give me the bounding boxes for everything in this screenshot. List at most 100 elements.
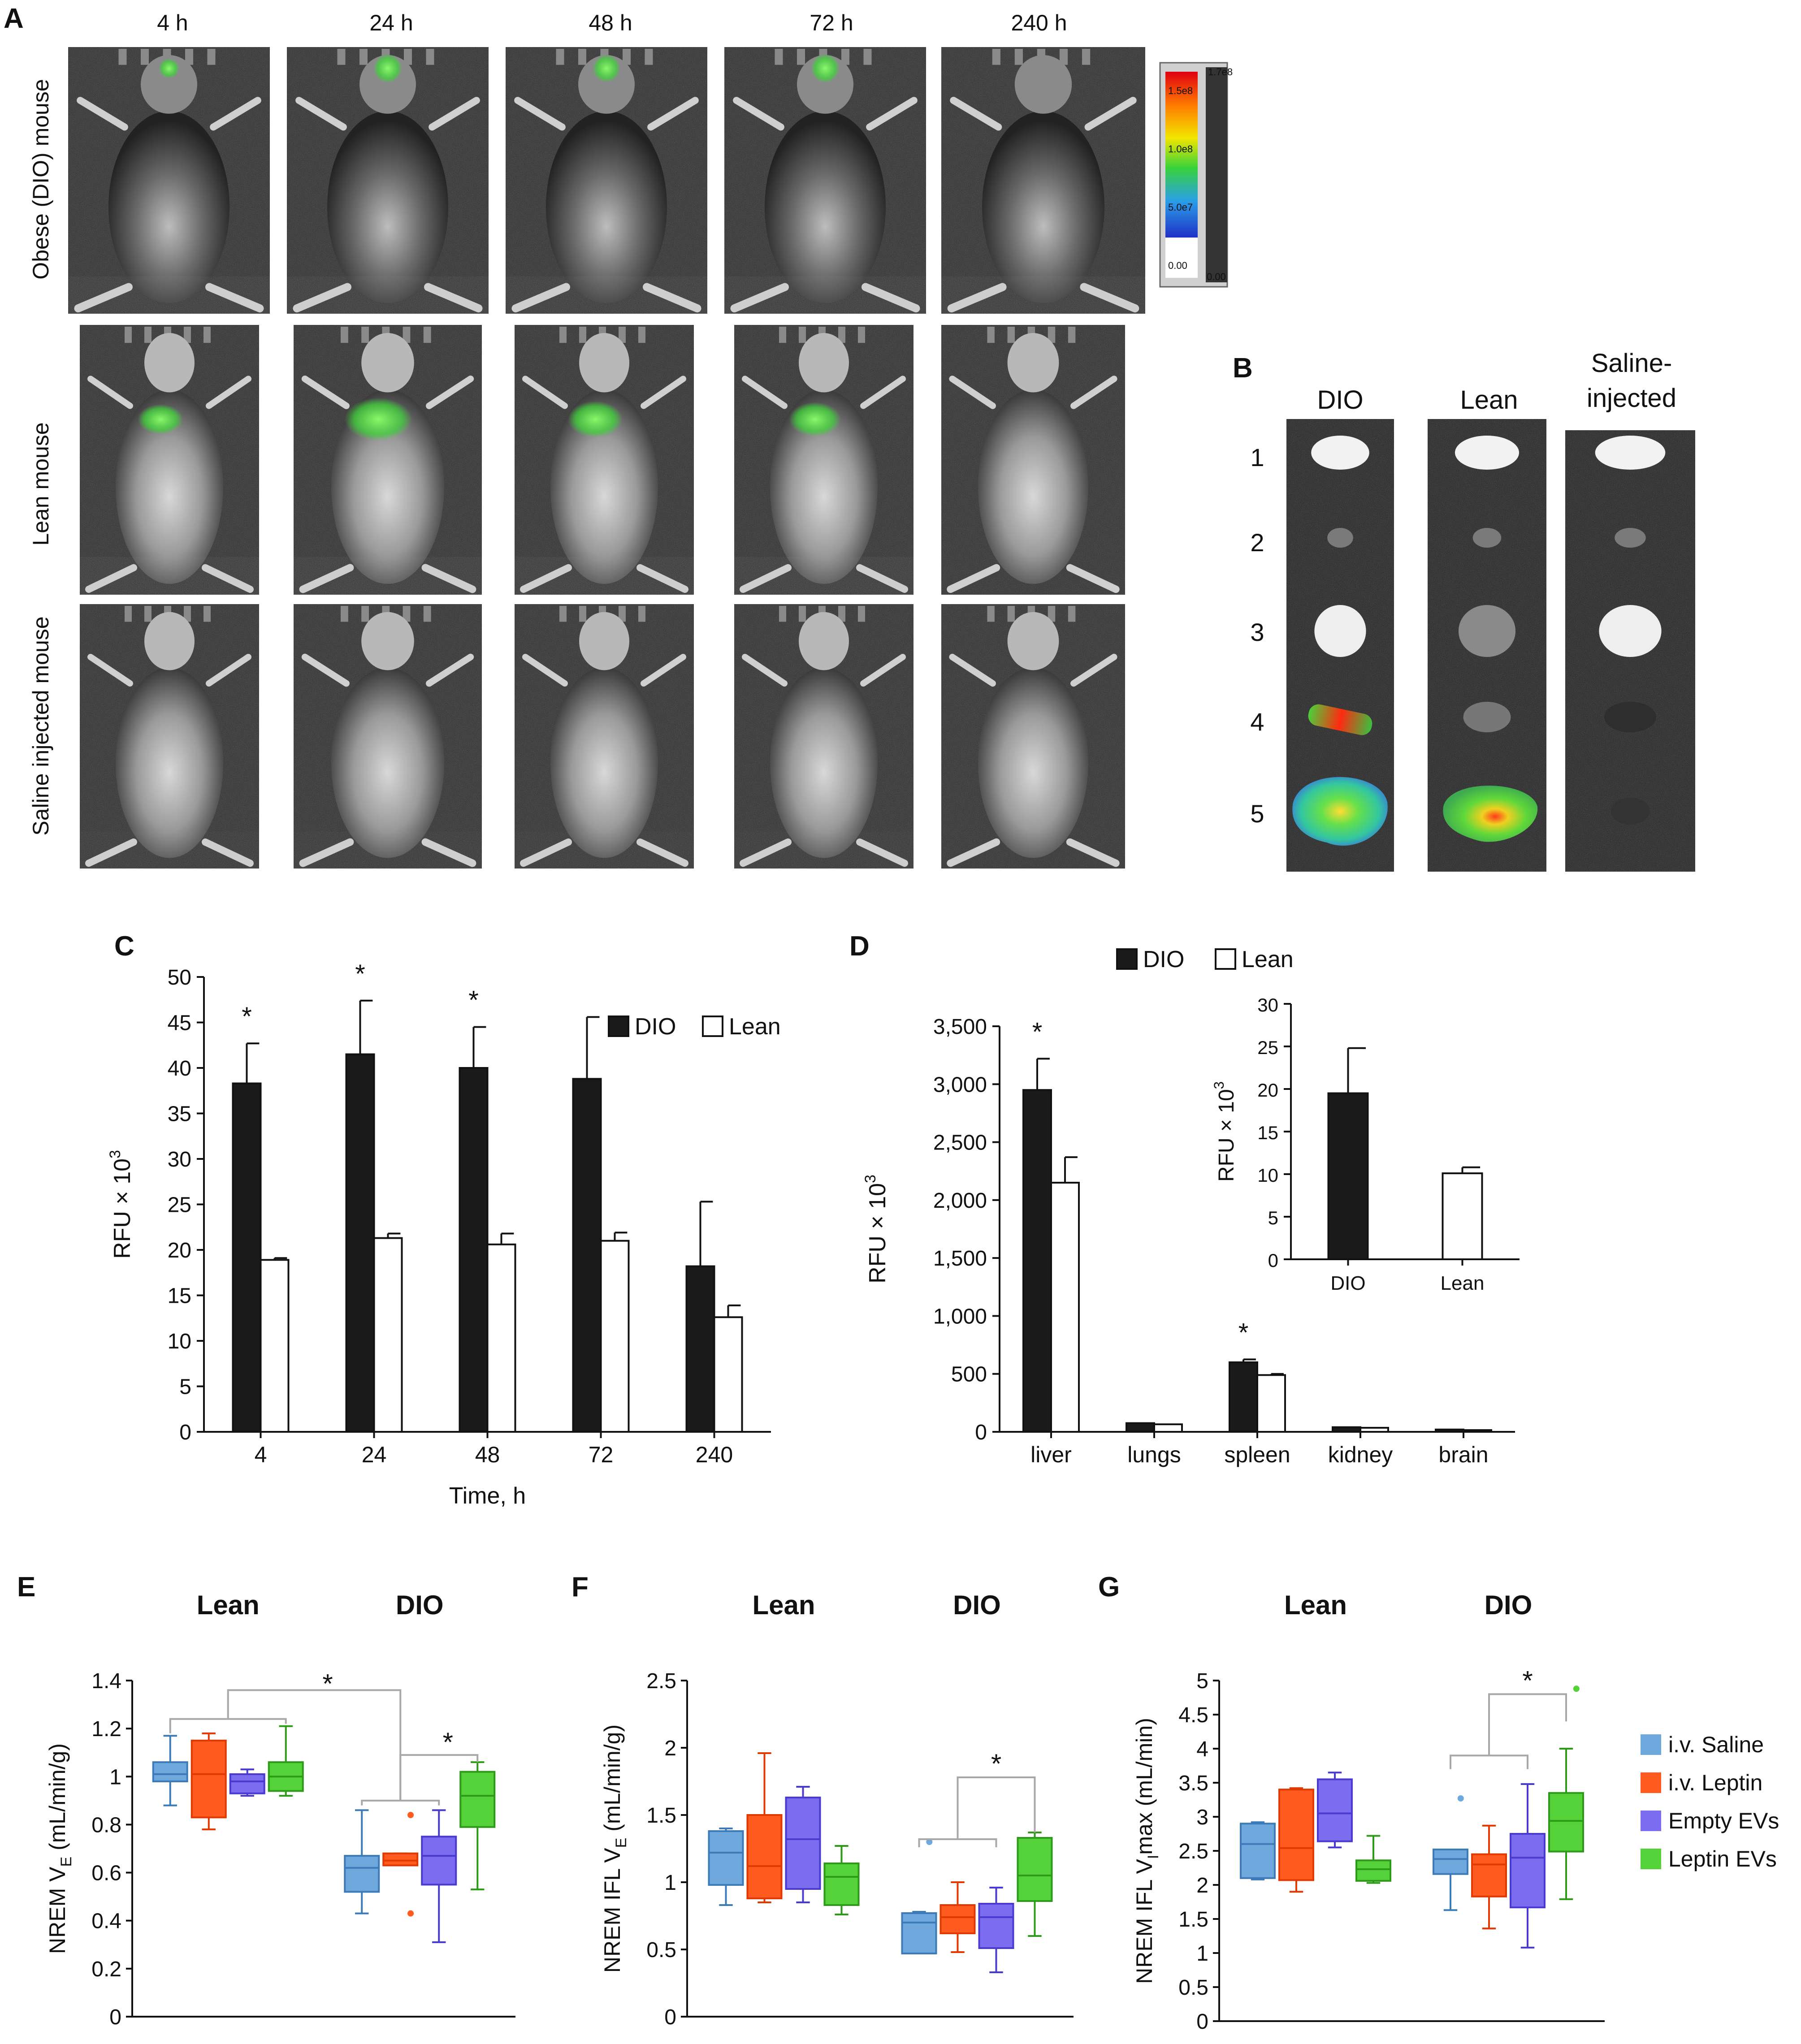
significance-bracket — [361, 1799, 440, 1806]
y-tick-label: 10 — [1257, 1165, 1278, 1186]
legend-swatch — [608, 1016, 629, 1037]
mouse-forelimb — [301, 653, 350, 687]
cage-bar — [838, 606, 845, 622]
mouse-image — [287, 47, 489, 314]
mouse-forelimb — [866, 97, 918, 131]
time-label: 4 h — [157, 10, 188, 35]
colorbar-label: 1.5e8 — [1168, 85, 1193, 96]
cage-bar — [185, 49, 193, 65]
y-axis-label: RFU × 103 — [1211, 1081, 1238, 1182]
box — [978, 1903, 1014, 1949]
mouse-image — [941, 604, 1125, 869]
significance-bracket — [399, 1754, 479, 1801]
legend-label: Leptin EVs — [1668, 1846, 1777, 1871]
y-tick-label: 15 — [1257, 1122, 1278, 1143]
box — [1017, 1837, 1053, 1902]
legend-label: DIO — [635, 1014, 676, 1040]
cage-bar — [1059, 49, 1068, 65]
mouse-forelimb — [1070, 653, 1117, 687]
mouse-image — [515, 325, 694, 595]
mouse-forelimb — [950, 97, 1002, 131]
y-tick-label: 2.5 — [646, 1669, 676, 1693]
organ-kidney — [1615, 528, 1646, 548]
cage-bar — [578, 49, 586, 65]
box — [421, 1836, 457, 1886]
box — [708, 1830, 744, 1886]
fluorescence-signal — [567, 401, 623, 438]
background-speckle — [734, 831, 913, 869]
background-speckle — [515, 557, 694, 595]
cage-bar — [797, 49, 805, 65]
y-axis-label: NREM VE (mL/min/g) — [45, 1743, 75, 1954]
panel-letter-d: D — [849, 931, 870, 962]
cage-bar — [623, 49, 631, 65]
cage-bar — [361, 606, 369, 622]
box — [1510, 1833, 1546, 1909]
y-axis-label-subscript: E — [58, 1857, 75, 1867]
legend-swatch — [1215, 948, 1236, 970]
y-tick-label: 3.5 — [1178, 1772, 1208, 1795]
background-speckle — [80, 557, 259, 595]
mouse-head — [361, 333, 414, 393]
y-tick-label: 2 — [664, 1737, 676, 1760]
panel-letter-f: F — [571, 1572, 589, 1603]
box — [785, 1797, 821, 1890]
organ-lungs — [1458, 605, 1516, 657]
cage-bar — [203, 327, 211, 343]
y-tick-label: 1 — [664, 1871, 676, 1895]
mouse-hindlimb — [1066, 838, 1120, 867]
mouse-forelimb — [641, 376, 686, 409]
box — [746, 1814, 783, 1899]
mouse-forelimb — [522, 654, 568, 687]
mouse-body — [978, 389, 1088, 584]
cage-bar — [1082, 49, 1091, 65]
x-tick-label: 24 — [362, 1442, 387, 1467]
panel-letter-b: B — [1233, 353, 1253, 384]
panel-b: B DIO Lean Saline-injected 1 2 3 4 5 — [1233, 349, 1695, 872]
row-label: Saline injected mouse — [28, 616, 53, 835]
cage-bar — [987, 327, 995, 343]
legend-label: Lean — [729, 1014, 781, 1040]
row-labels: Obese (DIO) mouse Lean mouse Saline inject… — [28, 79, 53, 835]
significance-marker: * — [322, 1668, 333, 1698]
colorbar-label: 5.0e7 — [1168, 202, 1193, 213]
y-tick-label: 40 — [168, 1057, 191, 1080]
significance-bracket — [1488, 1693, 1567, 1756]
y-axis-label-superscript: 3 — [1211, 1081, 1227, 1089]
y-tick-label: 0.4 — [91, 1910, 121, 1933]
cage-bar — [341, 606, 348, 622]
mouse-body — [770, 389, 878, 584]
cage-bar — [559, 606, 567, 622]
mouse-head — [141, 55, 197, 114]
fluorescence-signal — [810, 53, 840, 83]
chart-e: 0 0.2 0.4 0.6 0.8 1 1.2 1.4 Lean DIO * * NREM VE (mL… — [45, 1590, 515, 2029]
mouse-head — [578, 55, 635, 114]
mouse-forelimb — [295, 97, 347, 131]
cage-bar — [779, 606, 786, 622]
x-axis-label: Time, h — [449, 1483, 526, 1509]
box — [229, 1773, 265, 1794]
y-tick-label: 1,000 — [933, 1305, 987, 1328]
mouse-head — [799, 612, 849, 670]
cage-bar — [559, 327, 567, 343]
cage-bar — [619, 606, 626, 622]
mouse-forelimb — [87, 376, 133, 409]
significance-bracket — [169, 1718, 287, 1733]
y-tick-label: 4 — [1196, 1737, 1208, 1761]
cage-bar — [799, 327, 806, 343]
cage-bar — [619, 327, 626, 343]
mouse-forelimb — [426, 653, 474, 687]
bar — [572, 1078, 602, 1433]
mouse-forelimb — [860, 376, 906, 409]
chart-d: 0 500 1,000 1,500 2,000 2,500 3,000 3,500 liver *… — [862, 946, 1515, 1467]
bar — [1463, 1429, 1492, 1433]
significance-marker: * — [242, 1002, 252, 1031]
y-tick-label: 0 — [109, 2005, 121, 2029]
legend-swatch — [1641, 1849, 1661, 1869]
time-label: 48 h — [589, 10, 632, 35]
bar — [1229, 1361, 1258, 1433]
mouse-body — [116, 389, 223, 584]
background-speckle — [724, 276, 926, 314]
